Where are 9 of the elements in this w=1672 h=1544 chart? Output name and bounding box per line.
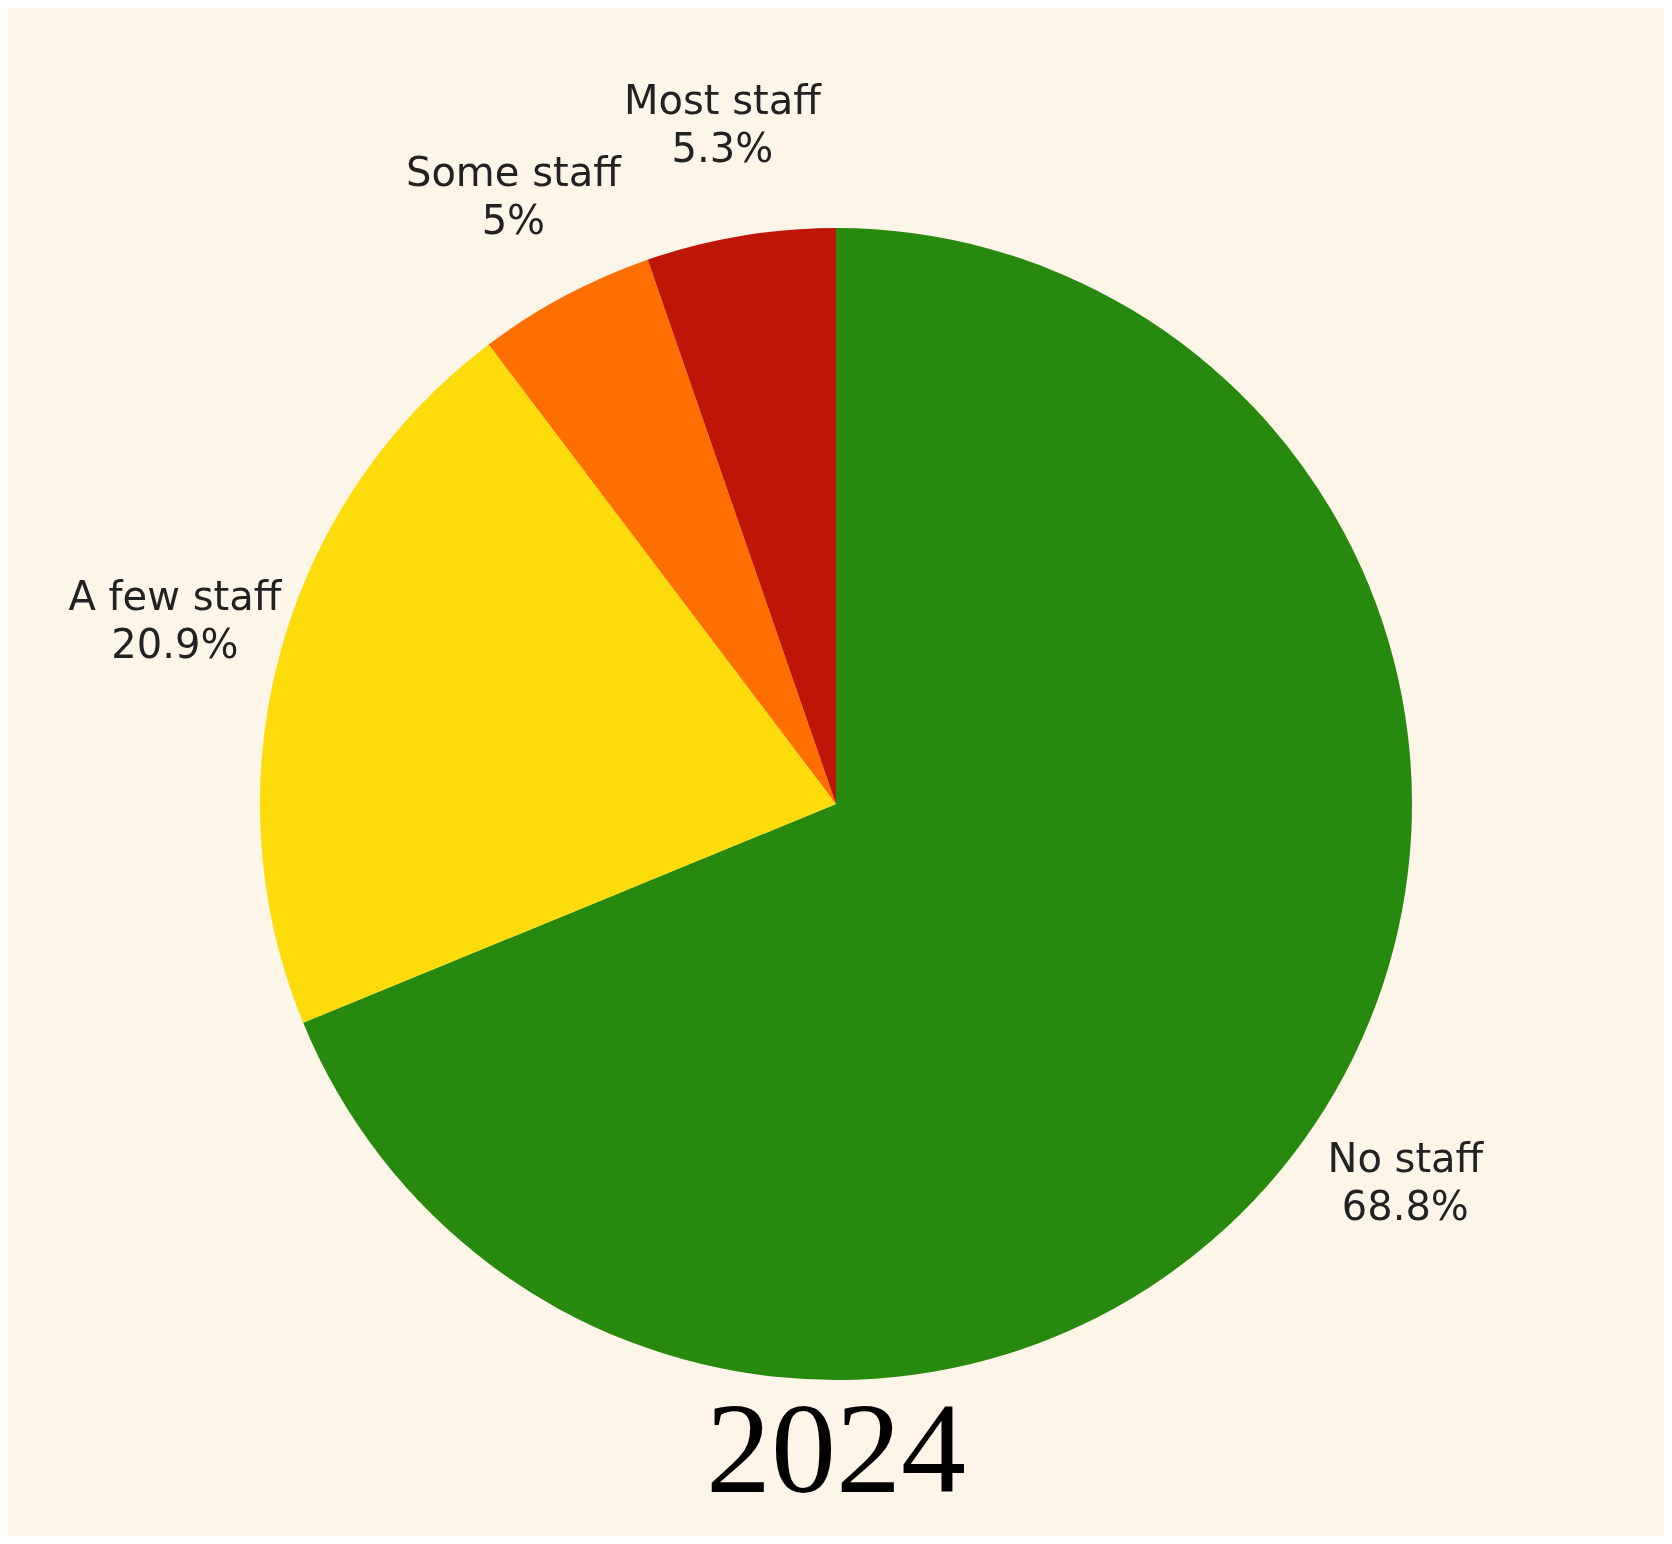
data-label: 5% <box>481 196 546 243</box>
text: 2024 <box>706 1376 966 1521</box>
slice-label: Most staff <box>623 77 823 124</box>
data-label: 20.9% <box>111 620 239 667</box>
data-label: 68.8% <box>1341 1183 1469 1230</box>
data-label: 5.3% <box>671 125 774 172</box>
slice-label: A few staff <box>68 572 283 619</box>
slice-label: No staff <box>1327 1135 1485 1182</box>
slice-label: Some staff <box>405 148 623 195</box>
